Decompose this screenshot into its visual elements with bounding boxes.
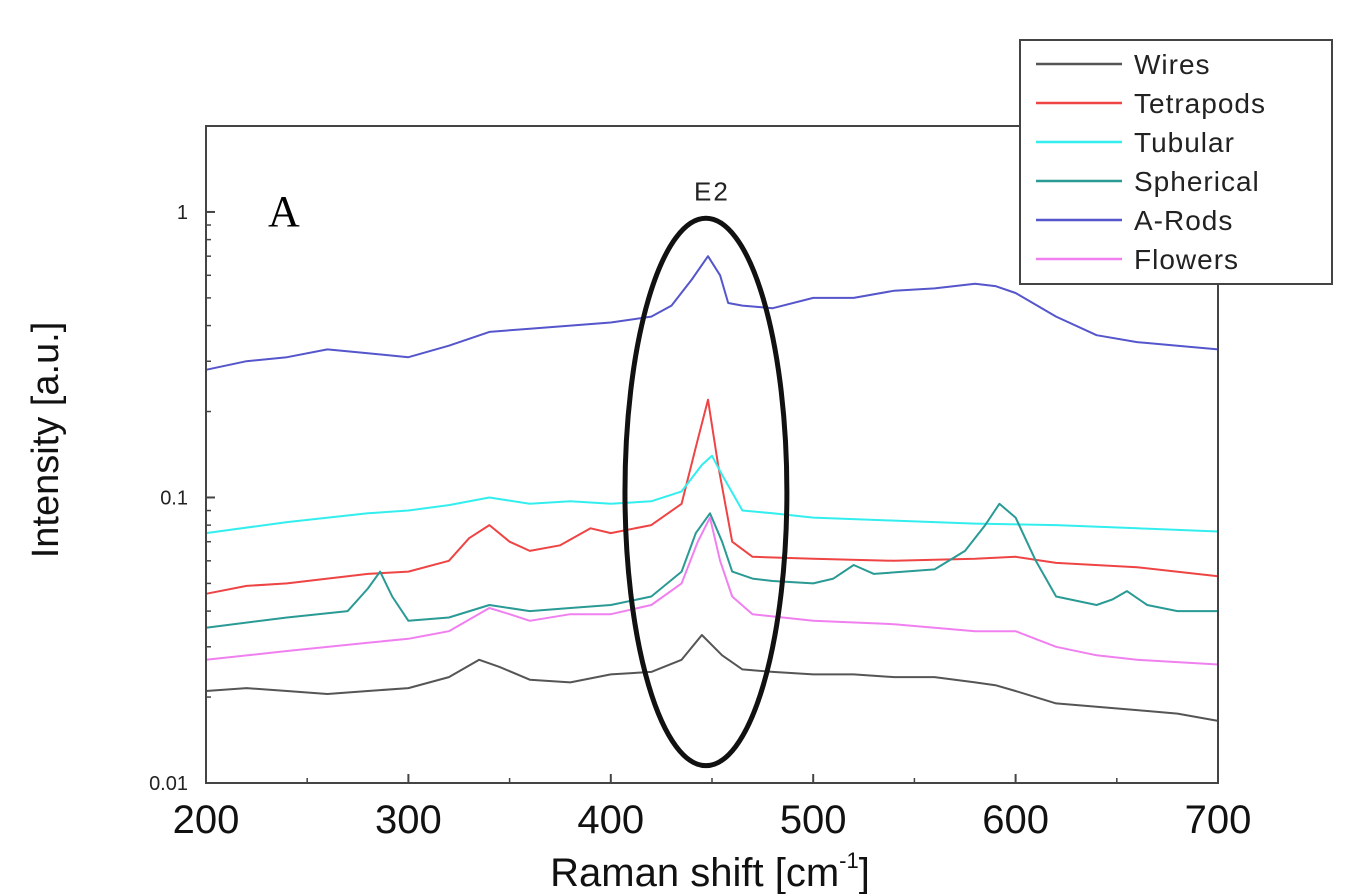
series-line-tubular (205, 454, 1219, 535)
x-axis-label: Raman shift [cm-1] (550, 848, 870, 894)
y-tick-label: 0.01 (149, 773, 188, 795)
x-tick-label: 300 (375, 798, 442, 842)
series-line-wires (205, 634, 1219, 722)
legend-entry-label: Flowers (1134, 244, 1239, 275)
series-line-tetrapods (205, 398, 1219, 595)
series-layer (205, 255, 1219, 722)
series-line-a-rods (205, 255, 1219, 371)
x-tick-label: 700 (1185, 798, 1252, 842)
x-axis-label-main: Raman shift [cm (550, 851, 839, 894)
series-line-flowers (205, 516, 1219, 666)
series-line-spherical (205, 502, 1218, 629)
legend-box (1019, 39, 1333, 285)
legend-entry-label: Wires (1134, 49, 1211, 80)
x-tick-label: 200 (173, 798, 240, 842)
legend-entry-label: A-Rods (1134, 205, 1233, 236)
x-axis-label-close: ] (859, 851, 870, 894)
e2-highlight-ellipse (622, 215, 790, 769)
e2-annotation-label: E2 (694, 176, 730, 206)
y-tick-label: 1 (177, 202, 188, 224)
x-tick-label: 600 (982, 798, 1049, 842)
legend-entry-label: Tetrapods (1134, 88, 1266, 119)
y-tick-label: 0.1 (160, 487, 188, 509)
x-axis-label-sup: -1 (839, 848, 859, 873)
panel-label: A (268, 187, 300, 236)
y-axis-label: Intensity [a.u.] (25, 322, 67, 559)
x-tick-label: 400 (577, 798, 644, 842)
x-tick-label: 500 (780, 798, 847, 842)
legend: Wires Tetrapods Tubular Spherical A-Rods Flow… (1019, 39, 1333, 285)
legend-entry-label: Spherical (1134, 166, 1260, 197)
tick-layer: 200 300 400 500 600 700 0.01 0.1 1 (149, 125, 1252, 842)
legend-entry-label: Tubular (1134, 127, 1235, 158)
